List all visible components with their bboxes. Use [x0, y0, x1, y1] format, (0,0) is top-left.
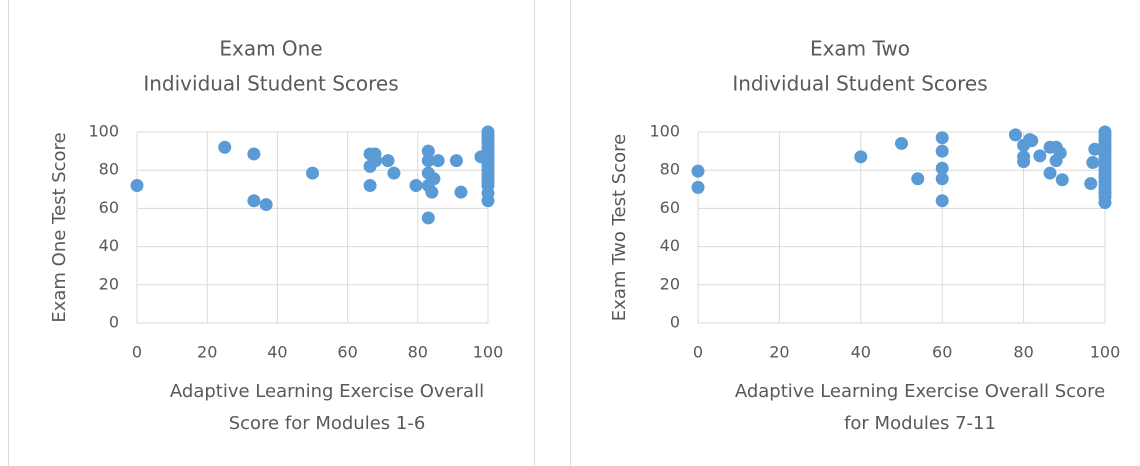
data-point	[369, 154, 383, 168]
data-point	[381, 154, 395, 168]
data-point	[935, 172, 949, 186]
chart-title: Individual Student Scores	[732, 72, 987, 96]
data-point	[387, 166, 401, 180]
x-tick-label: 20	[769, 343, 789, 362]
y-tick-label: 20	[660, 274, 680, 293]
data-point	[1025, 134, 1039, 148]
chart-title: Exam One	[219, 37, 322, 61]
data-point	[259, 198, 273, 212]
y-tick-label: 0	[109, 313, 119, 332]
y-tick-label: 20	[99, 274, 119, 293]
x-axis-label: Score for Modules 1-6	[229, 413, 426, 434]
chart-title: Exam Two	[810, 37, 910, 61]
y-axis-label: Exam One Test Score	[49, 132, 70, 322]
data-point	[1055, 173, 1069, 187]
panel-border	[570, 0, 571, 466]
panel-border	[8, 0, 535, 466]
y-axis-label: Exam Two Test Score	[609, 134, 630, 321]
data-point	[130, 178, 144, 192]
y-tick-label: 0	[670, 313, 680, 332]
data-point	[1008, 128, 1022, 142]
data-point	[1017, 155, 1031, 169]
y-tick-label: 100	[649, 122, 680, 141]
x-tick-label: 60	[337, 343, 357, 362]
x-axis-label: Adaptive Learning Exercise Overall	[170, 381, 484, 402]
data-point	[1043, 166, 1057, 180]
data-point	[911, 172, 925, 186]
data-point	[218, 140, 232, 154]
data-point	[449, 154, 463, 168]
y-tick-label: 80	[660, 160, 680, 179]
x-tick-label: 20	[197, 343, 217, 362]
y-tick-label: 40	[660, 236, 680, 255]
data-point	[1098, 196, 1112, 210]
data-point	[421, 211, 435, 225]
data-point	[1084, 177, 1098, 191]
x-tick-label: 80	[1013, 343, 1033, 362]
y-tick-label: 60	[660, 198, 680, 217]
data-point	[454, 185, 468, 199]
y-tick-label: 80	[99, 160, 119, 179]
chart-title: Individual Student Scores	[143, 72, 398, 96]
x-tick-label: 40	[267, 343, 287, 362]
y-tick-label: 100	[88, 122, 119, 141]
data-point	[935, 131, 949, 145]
data-point	[1088, 142, 1102, 156]
data-point	[854, 150, 868, 164]
data-point	[895, 136, 908, 150]
x-tick-label: 100	[1090, 343, 1121, 362]
data-point	[421, 144, 435, 158]
data-point	[306, 166, 319, 180]
data-point	[427, 172, 441, 186]
data-point	[247, 194, 261, 208]
x-tick-label: 100	[473, 343, 504, 362]
x-axis-label: Adaptive Learning Exercise Overall Score	[735, 381, 1105, 402]
x-tick-label: 0	[693, 343, 703, 362]
x-axis-label: for Modules 7-11	[844, 413, 996, 434]
data-point	[1053, 146, 1067, 160]
data-point	[935, 144, 949, 158]
data-point	[691, 180, 705, 194]
data-point	[431, 154, 445, 168]
data-point	[421, 154, 435, 168]
x-tick-label: 0	[132, 343, 142, 362]
data-point	[935, 161, 949, 175]
data-point	[691, 164, 705, 178]
y-tick-label: 60	[99, 198, 119, 217]
x-tick-label: 40	[851, 343, 871, 362]
data-point	[363, 178, 377, 192]
y-tick-label: 40	[99, 236, 119, 255]
x-tick-label: 80	[408, 343, 428, 362]
data-point	[409, 178, 423, 192]
data-point	[481, 194, 495, 208]
data-point	[935, 194, 949, 208]
data-point	[247, 147, 261, 161]
x-tick-label: 60	[932, 343, 952, 362]
data-point	[1086, 156, 1100, 170]
data-point	[425, 185, 439, 199]
data-point	[1033, 149, 1047, 163]
